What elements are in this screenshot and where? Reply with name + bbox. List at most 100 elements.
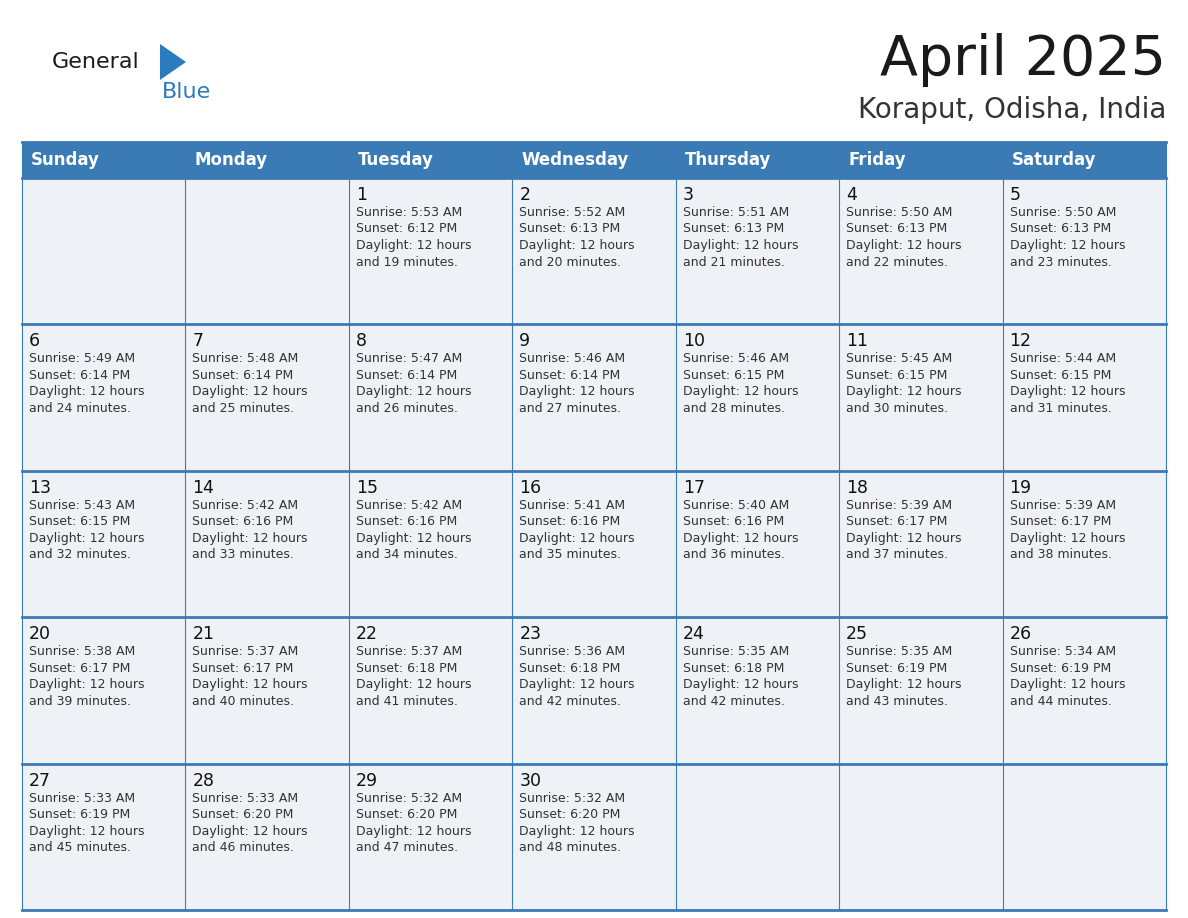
Text: Daylight: 12 hours: Daylight: 12 hours xyxy=(356,532,472,544)
Bar xyxy=(512,142,676,178)
Text: Daylight: 12 hours: Daylight: 12 hours xyxy=(29,532,145,544)
Text: and 40 minutes.: and 40 minutes. xyxy=(192,695,295,708)
Text: Daylight: 12 hours: Daylight: 12 hours xyxy=(519,824,634,837)
Bar xyxy=(676,617,839,764)
Text: and 25 minutes.: and 25 minutes. xyxy=(192,402,295,415)
Text: Sunrise: 5:42 AM: Sunrise: 5:42 AM xyxy=(356,498,462,512)
Text: 3: 3 xyxy=(683,186,694,204)
Bar xyxy=(1003,764,1165,910)
Text: Sunrise: 5:48 AM: Sunrise: 5:48 AM xyxy=(192,353,298,365)
Bar xyxy=(349,324,512,471)
Text: 15: 15 xyxy=(356,479,378,497)
Text: Sunrise: 5:39 AM: Sunrise: 5:39 AM xyxy=(1010,498,1116,512)
Text: and 41 minutes.: and 41 minutes. xyxy=(356,695,457,708)
Bar xyxy=(1003,617,1165,764)
Text: Sunrise: 5:50 AM: Sunrise: 5:50 AM xyxy=(1010,206,1116,219)
Text: Sunset: 6:13 PM: Sunset: 6:13 PM xyxy=(519,222,620,236)
Text: Sunday: Sunday xyxy=(31,151,100,169)
Text: and 28 minutes.: and 28 minutes. xyxy=(683,402,785,415)
Text: Sunrise: 5:42 AM: Sunrise: 5:42 AM xyxy=(192,498,298,512)
Bar xyxy=(349,764,512,910)
Bar xyxy=(23,617,185,764)
Text: and 46 minutes.: and 46 minutes. xyxy=(192,841,295,854)
Text: Sunrise: 5:33 AM: Sunrise: 5:33 AM xyxy=(192,791,298,804)
Text: Sunrise: 5:36 AM: Sunrise: 5:36 AM xyxy=(519,645,625,658)
Text: Daylight: 12 hours: Daylight: 12 hours xyxy=(356,678,472,691)
Text: Sunset: 6:15 PM: Sunset: 6:15 PM xyxy=(683,369,784,382)
Text: Daylight: 12 hours: Daylight: 12 hours xyxy=(192,678,308,691)
Text: Daylight: 12 hours: Daylight: 12 hours xyxy=(29,678,145,691)
Text: 19: 19 xyxy=(1010,479,1031,497)
Text: and 36 minutes.: and 36 minutes. xyxy=(683,548,784,561)
Text: Saturday: Saturday xyxy=(1011,151,1097,169)
Text: Daylight: 12 hours: Daylight: 12 hours xyxy=(846,678,961,691)
Bar xyxy=(1003,142,1165,178)
Text: Sunrise: 5:43 AM: Sunrise: 5:43 AM xyxy=(29,498,135,512)
Text: 7: 7 xyxy=(192,332,203,351)
Text: Sunrise: 5:39 AM: Sunrise: 5:39 AM xyxy=(846,498,953,512)
Text: Sunset: 6:13 PM: Sunset: 6:13 PM xyxy=(1010,222,1111,236)
Text: Sunrise: 5:40 AM: Sunrise: 5:40 AM xyxy=(683,498,789,512)
Bar xyxy=(512,178,676,324)
Text: Sunset: 6:14 PM: Sunset: 6:14 PM xyxy=(192,369,293,382)
Bar xyxy=(349,617,512,764)
Text: and 37 minutes.: and 37 minutes. xyxy=(846,548,948,561)
Text: 2: 2 xyxy=(519,186,530,204)
Text: Wednesday: Wednesday xyxy=(522,151,628,169)
Text: Sunrise: 5:35 AM: Sunrise: 5:35 AM xyxy=(683,645,789,658)
Bar xyxy=(23,471,185,617)
Bar xyxy=(839,178,1003,324)
Text: Daylight: 12 hours: Daylight: 12 hours xyxy=(1010,386,1125,398)
Text: 1: 1 xyxy=(356,186,367,204)
Text: Daylight: 12 hours: Daylight: 12 hours xyxy=(683,239,798,252)
Text: Sunset: 6:12 PM: Sunset: 6:12 PM xyxy=(356,222,457,236)
Bar xyxy=(839,617,1003,764)
Text: Sunset: 6:16 PM: Sunset: 6:16 PM xyxy=(683,515,784,528)
Text: 27: 27 xyxy=(29,772,51,789)
Text: Daylight: 12 hours: Daylight: 12 hours xyxy=(29,386,145,398)
Text: Sunset: 6:13 PM: Sunset: 6:13 PM xyxy=(846,222,947,236)
Text: Sunset: 6:17 PM: Sunset: 6:17 PM xyxy=(846,515,948,528)
Bar xyxy=(839,324,1003,471)
Bar xyxy=(185,617,349,764)
Text: Daylight: 12 hours: Daylight: 12 hours xyxy=(1010,678,1125,691)
Text: Sunset: 6:17 PM: Sunset: 6:17 PM xyxy=(1010,515,1111,528)
Text: 8: 8 xyxy=(356,332,367,351)
Text: and 44 minutes.: and 44 minutes. xyxy=(1010,695,1112,708)
Text: Sunset: 6:15 PM: Sunset: 6:15 PM xyxy=(1010,369,1111,382)
Text: and 42 minutes.: and 42 minutes. xyxy=(519,695,621,708)
Bar xyxy=(23,178,185,324)
Bar xyxy=(185,471,349,617)
Polygon shape xyxy=(160,44,187,80)
Text: Sunset: 6:18 PM: Sunset: 6:18 PM xyxy=(519,662,620,675)
Text: 18: 18 xyxy=(846,479,868,497)
Text: Daylight: 12 hours: Daylight: 12 hours xyxy=(846,532,961,544)
Text: Sunset: 6:17 PM: Sunset: 6:17 PM xyxy=(29,662,131,675)
Text: 28: 28 xyxy=(192,772,214,789)
Text: Daylight: 12 hours: Daylight: 12 hours xyxy=(192,532,308,544)
Text: and 31 minutes.: and 31 minutes. xyxy=(1010,402,1112,415)
Bar xyxy=(676,764,839,910)
Text: 11: 11 xyxy=(846,332,868,351)
Text: Daylight: 12 hours: Daylight: 12 hours xyxy=(519,532,634,544)
Text: April 2025: April 2025 xyxy=(880,33,1165,87)
Text: Daylight: 12 hours: Daylight: 12 hours xyxy=(356,239,472,252)
Text: Thursday: Thursday xyxy=(684,151,771,169)
Text: Sunrise: 5:52 AM: Sunrise: 5:52 AM xyxy=(519,206,626,219)
Text: 25: 25 xyxy=(846,625,868,644)
Text: Daylight: 12 hours: Daylight: 12 hours xyxy=(683,386,798,398)
Text: and 24 minutes.: and 24 minutes. xyxy=(29,402,131,415)
Text: Daylight: 12 hours: Daylight: 12 hours xyxy=(356,824,472,837)
Text: and 43 minutes.: and 43 minutes. xyxy=(846,695,948,708)
Text: and 34 minutes.: and 34 minutes. xyxy=(356,548,457,561)
Bar xyxy=(185,764,349,910)
Text: Koraput, Odisha, India: Koraput, Odisha, India xyxy=(858,96,1165,124)
Text: Daylight: 12 hours: Daylight: 12 hours xyxy=(1010,239,1125,252)
Text: Sunrise: 5:44 AM: Sunrise: 5:44 AM xyxy=(1010,353,1116,365)
Bar xyxy=(839,471,1003,617)
Bar xyxy=(676,178,839,324)
Text: and 19 minutes.: and 19 minutes. xyxy=(356,255,457,268)
Text: Daylight: 12 hours: Daylight: 12 hours xyxy=(683,532,798,544)
Text: 13: 13 xyxy=(29,479,51,497)
Text: Sunrise: 5:38 AM: Sunrise: 5:38 AM xyxy=(29,645,135,658)
